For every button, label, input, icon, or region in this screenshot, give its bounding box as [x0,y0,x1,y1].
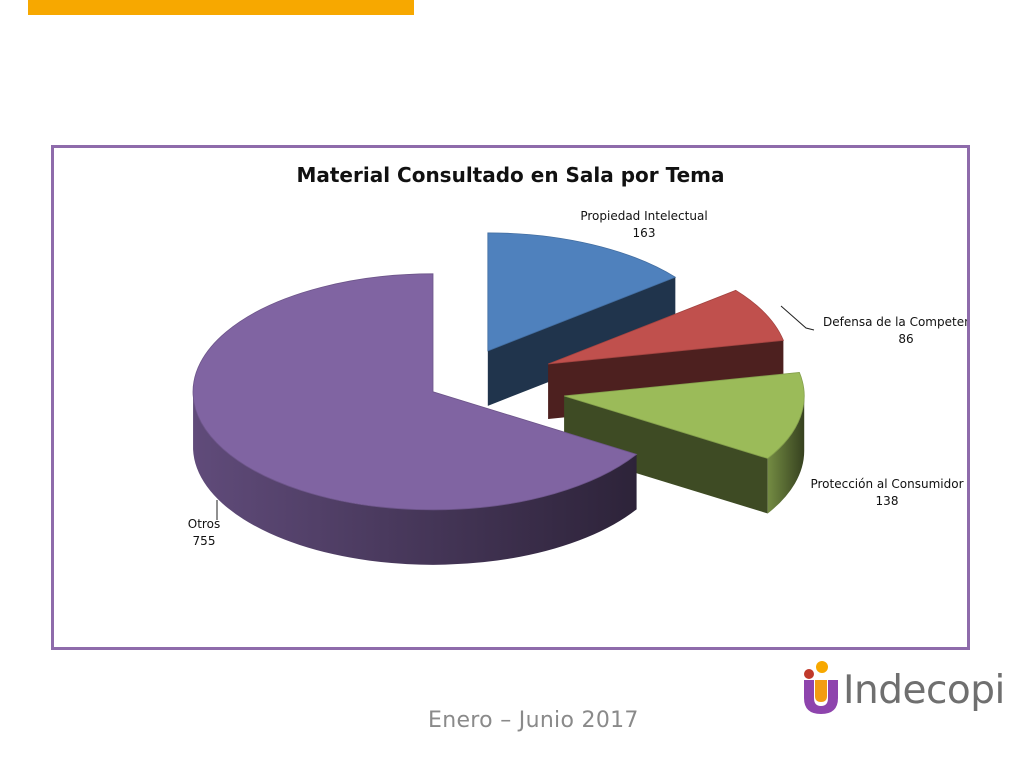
pie-slice-0 [487,232,677,406]
indecopi-logo: Indecopi [800,660,1005,720]
slice-top [487,232,677,352]
top-accent-bar [28,0,414,15]
slice-rim [193,394,637,565]
slice-label-value: 86 [898,332,913,346]
slice-top [564,371,805,459]
slice-label-value: 755 [193,534,216,548]
leader-line-1 [780,305,815,331]
slice-label-name: Otros [188,517,220,531]
chart-frame: Material Consultado en Sala por Tema Pro… [51,145,970,650]
pie-slice-2 [564,371,805,514]
slice-label-name: Protección al Consumidor [810,477,963,491]
indecopi-logo-icon [804,661,838,714]
logo-text: Indecopi [843,668,1005,713]
slice-top [192,273,638,511]
chart-title: Material Consultado en Sala por Tema [296,163,725,187]
slice-top [548,289,784,365]
footer-period: Enero – Junio 2017 [428,708,639,733]
slice-wall [564,395,768,514]
slice-label-name: Propiedad Intelectual [580,209,707,223]
slice-wall [487,277,676,406]
pie-chart: Propiedad Intelectual 163 Defensa de la Co… [188,209,967,565]
slice-label-name: Defensa de la Competencia [823,315,967,329]
pie-slice-3 [192,273,638,565]
slice-rim [767,396,805,514]
slice-label-value: 138 [876,494,899,508]
slice-label-value: 163 [633,226,656,240]
